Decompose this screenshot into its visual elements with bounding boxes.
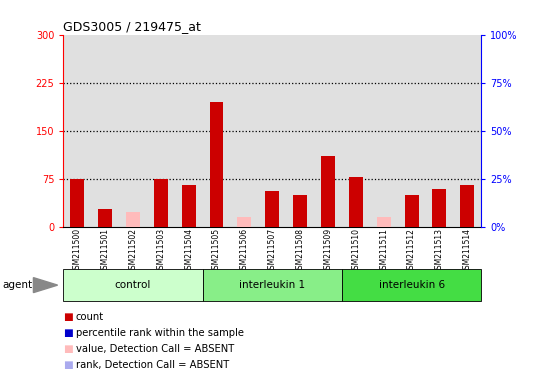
Text: count: count [76,312,104,322]
Bar [63,269,202,301]
Bar [154,179,168,227]
Bar [342,269,481,301]
Text: ■: ■ [63,344,73,354]
Text: agent: agent [3,280,33,290]
Text: percentile rank within the sample: percentile rank within the sample [76,328,244,338]
Text: interleukin 6: interleukin 6 [378,280,444,290]
Text: control: control [115,280,151,290]
Text: ■: ■ [63,328,73,338]
Bar [126,212,140,227]
Bar [293,195,307,227]
Polygon shape [34,278,58,293]
Bar [265,191,279,227]
Text: value, Detection Call = ABSENT: value, Detection Call = ABSENT [76,344,234,354]
Bar [70,179,84,227]
Bar [460,185,474,227]
Text: GDS3005 / 219475_at: GDS3005 / 219475_at [63,20,201,33]
Bar [377,217,390,227]
Text: ■: ■ [63,360,73,370]
Bar [321,156,335,227]
Bar [210,102,223,227]
Bar [432,189,447,227]
Text: interleukin 1: interleukin 1 [239,280,305,290]
Bar [182,185,196,227]
Bar [238,217,251,227]
Bar [202,269,342,301]
Bar [405,195,419,227]
Bar [98,209,112,227]
Text: ■: ■ [63,312,73,322]
Text: rank, Detection Call = ABSENT: rank, Detection Call = ABSENT [76,360,229,370]
Bar [349,177,363,227]
